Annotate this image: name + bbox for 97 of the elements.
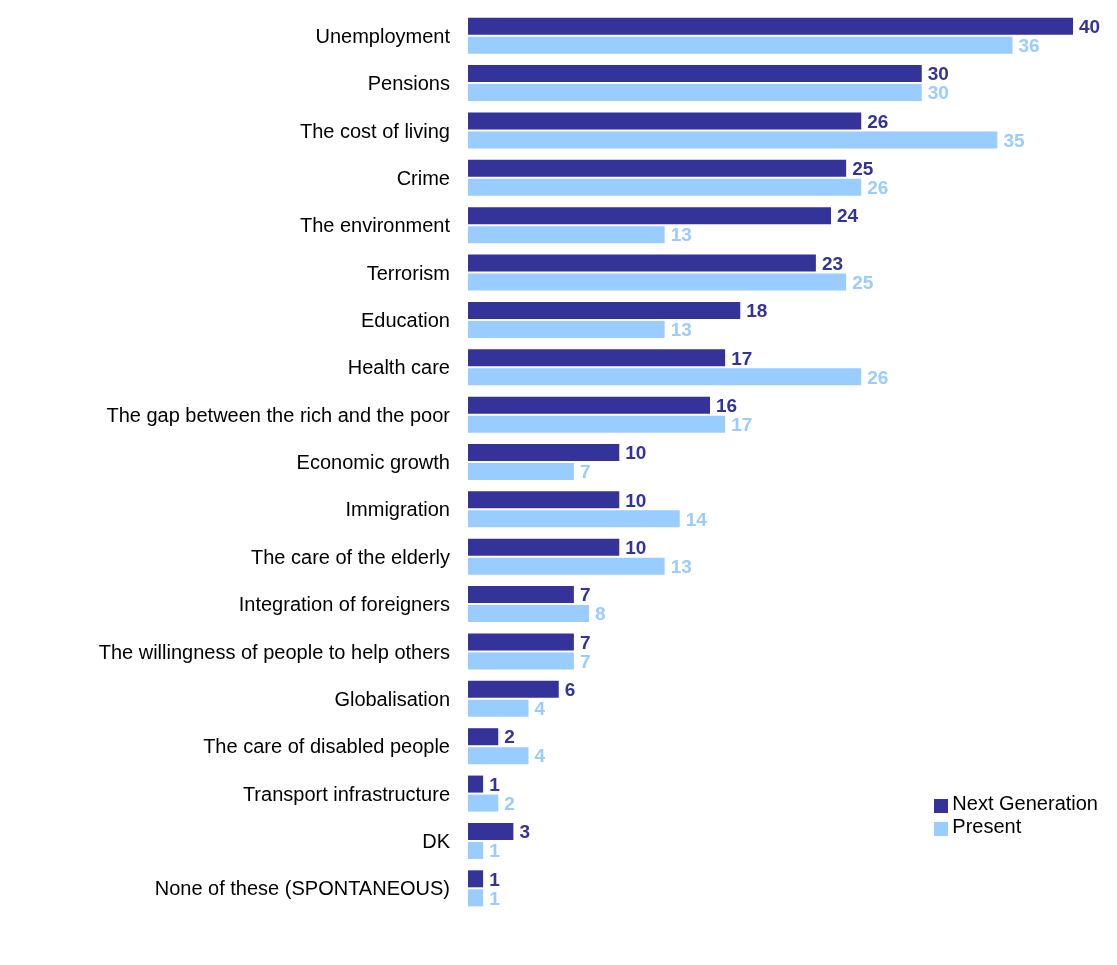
data-label: 26 xyxy=(867,110,889,132)
bar xyxy=(468,273,847,291)
bar xyxy=(468,207,831,225)
data-label: 2 xyxy=(504,726,515,748)
y-tick-label: The gap between the rich and the poor xyxy=(106,403,451,426)
y-tick-label: The willingness of people to help others xyxy=(98,640,450,663)
data-label: 16 xyxy=(716,394,738,416)
data-label: 1 xyxy=(489,773,501,795)
data-label: 13 xyxy=(670,555,692,577)
bar xyxy=(468,680,559,698)
data-label: 14 xyxy=(685,508,708,530)
data-label: 25 xyxy=(852,158,874,180)
bar xyxy=(468,65,922,83)
data-label: 17 xyxy=(731,347,753,369)
y-tick-label: Globalisation xyxy=(334,687,450,710)
data-label: 36 xyxy=(1018,34,1040,56)
y-tick-label: The environment xyxy=(299,214,451,237)
data-label: 1 xyxy=(489,887,501,909)
bar xyxy=(468,112,862,130)
bar xyxy=(468,368,862,386)
bar xyxy=(468,841,484,859)
bar xyxy=(468,301,741,319)
data-label: 7 xyxy=(579,584,591,606)
bar xyxy=(468,254,816,272)
bar xyxy=(468,320,665,338)
data-label: 1 xyxy=(489,840,501,862)
data-label: 7 xyxy=(579,631,591,653)
data-label: 6 xyxy=(564,679,576,701)
y-tick-label: Health care xyxy=(347,356,450,379)
data-label: 18 xyxy=(746,300,768,322)
bar xyxy=(468,728,499,746)
bar xyxy=(468,226,665,244)
bar xyxy=(468,510,680,528)
bar xyxy=(468,775,484,793)
bar xyxy=(468,794,499,812)
data-label: 25 xyxy=(852,271,874,293)
data-label: 26 xyxy=(867,177,889,199)
data-label: 1 xyxy=(489,868,501,890)
legend-label: Next Generation xyxy=(952,792,1098,814)
y-tick-label: Unemployment xyxy=(315,24,451,47)
y-tick-label: Immigration xyxy=(345,498,450,521)
data-label: 40 xyxy=(1079,15,1101,37)
data-label: 2 xyxy=(504,792,515,814)
data-label: 35 xyxy=(1003,129,1025,151)
bar xyxy=(468,652,574,670)
bar xyxy=(468,396,710,414)
bar xyxy=(468,699,529,717)
y-tick-label: Pensions xyxy=(367,72,450,95)
bar xyxy=(468,178,862,196)
bar xyxy=(468,131,998,149)
data-label: 3 xyxy=(519,821,530,843)
y-tick-label: The care of disabled people xyxy=(203,735,450,758)
data-label: 10 xyxy=(625,489,647,511)
data-label: 4 xyxy=(534,745,546,767)
bar xyxy=(468,17,1073,35)
y-tick-label: The care of the elderly xyxy=(251,545,450,568)
data-label: 4 xyxy=(534,698,546,720)
y-tick-label: The cost of living xyxy=(299,119,450,142)
y-tick-label: None of these (SPONTANEOUS) xyxy=(154,877,450,900)
data-label: 30 xyxy=(927,82,949,104)
bar xyxy=(468,747,529,765)
bar xyxy=(468,586,574,604)
y-tick-label: Crime xyxy=(396,166,450,189)
bar xyxy=(468,889,484,907)
y-tick-label: Integration of foreigners xyxy=(238,593,450,616)
data-label: 10 xyxy=(625,536,647,558)
bar xyxy=(468,159,847,177)
data-label: 26 xyxy=(867,366,889,388)
data-label: 30 xyxy=(927,63,949,85)
bar xyxy=(468,870,484,888)
data-label: 7 xyxy=(579,461,591,483)
data-label: 24 xyxy=(837,205,859,227)
data-label: 13 xyxy=(670,224,692,246)
y-tick-label: Education xyxy=(361,308,450,331)
data-label: 13 xyxy=(670,319,692,341)
bar xyxy=(468,349,726,367)
bar xyxy=(468,557,665,575)
data-label: 8 xyxy=(595,603,606,625)
y-tick-label: DK xyxy=(422,830,451,853)
bar xyxy=(468,84,922,102)
bar xyxy=(468,36,1013,54)
y-tick-label: Economic growth xyxy=(296,451,450,474)
legend-label: Present xyxy=(952,815,1022,837)
bar xyxy=(468,822,514,840)
bar xyxy=(468,633,574,651)
bar xyxy=(468,491,620,509)
data-label: 7 xyxy=(579,650,591,672)
y-tick-label: Transport infrastructure xyxy=(242,782,450,805)
bar xyxy=(468,538,620,556)
bar xyxy=(468,463,574,480)
data-label: 23 xyxy=(821,252,844,274)
bar xyxy=(468,444,620,461)
data-label: 17 xyxy=(731,413,753,435)
y-tick-label: Terrorism xyxy=(366,261,450,284)
data-label: 10 xyxy=(625,442,647,464)
bar xyxy=(468,605,589,623)
bar xyxy=(468,415,726,433)
